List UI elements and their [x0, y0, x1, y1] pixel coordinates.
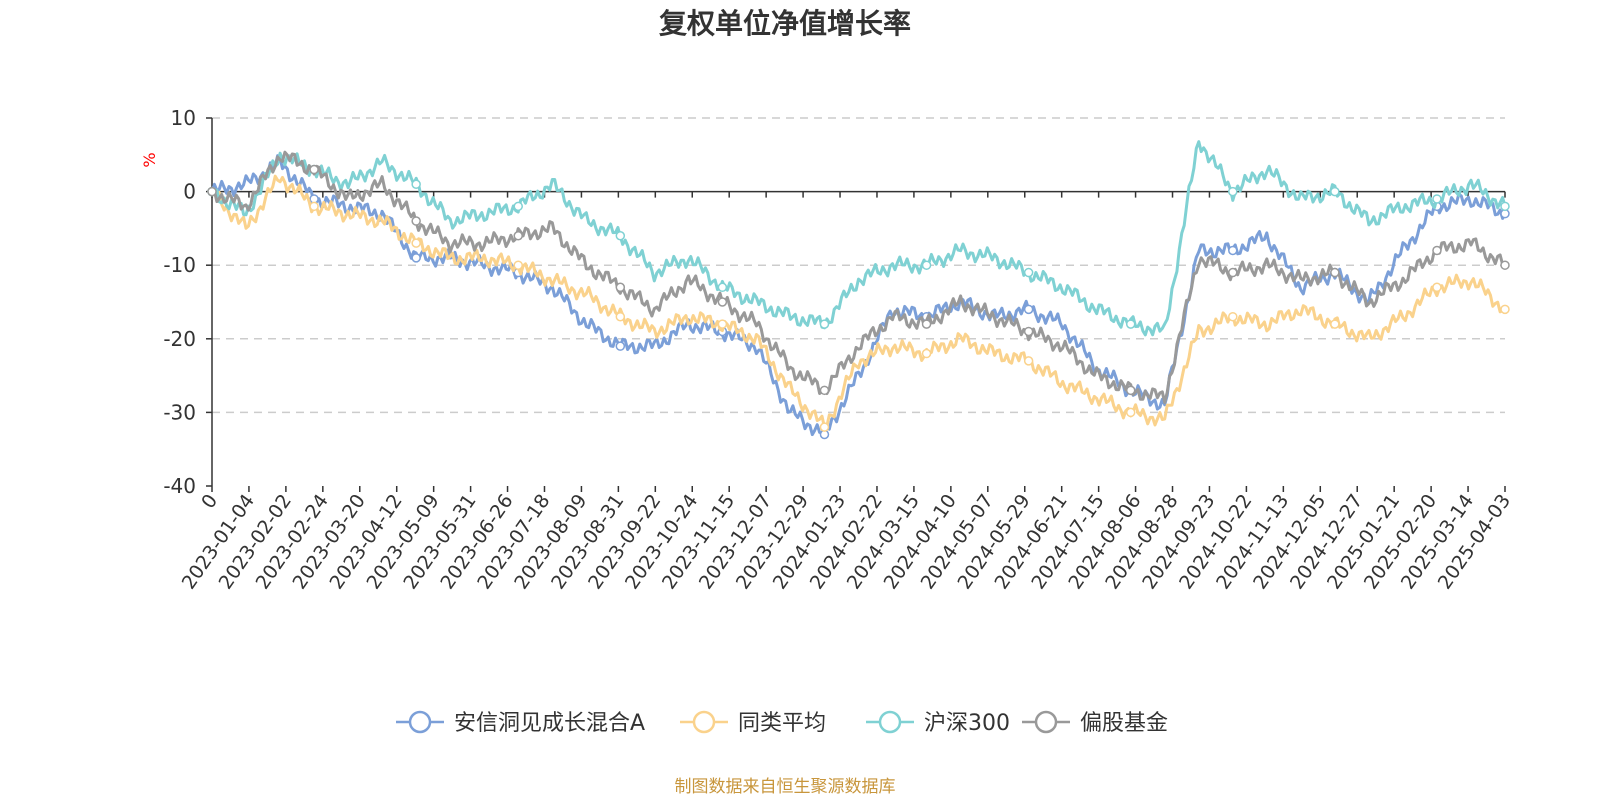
- y-axis-ticks: 10 0 -10 -20 -30 -40: [163, 106, 1505, 498]
- y-tick-label: -30: [163, 400, 196, 424]
- legend-swatch-marker: [408, 710, 432, 734]
- series-line: [211, 140, 1507, 337]
- series-marker: [717, 319, 728, 329]
- series-marker: [1330, 267, 1340, 278]
- legend-label: 同类平均: [738, 711, 826, 736]
- series-marker: [615, 231, 626, 241]
- series-marker: [411, 253, 421, 263]
- series-marker: [207, 186, 217, 197]
- series-marker: [411, 238, 421, 248]
- series-marker: [819, 422, 830, 432]
- series-marker: [1228, 245, 1238, 256]
- series-marker: [1228, 186, 1238, 197]
- legend-item[interactable]: 同类平均: [680, 710, 826, 736]
- series-marker: [1228, 267, 1238, 278]
- series-marker: [1125, 385, 1136, 396]
- series-line: [210, 154, 1507, 437]
- series-marker: [1500, 201, 1510, 212]
- series-marker: [309, 201, 319, 212]
- series-marker: [411, 179, 421, 189]
- series-marker: [819, 385, 830, 396]
- series-marker: [615, 282, 626, 293]
- legend-swatch-marker: [1034, 710, 1058, 734]
- series-marker: [1023, 304, 1034, 315]
- series-marker: [819, 319, 830, 329]
- legend-label: 偏股基金: [1080, 711, 1168, 736]
- legend-label: 安信洞见成长混合A: [454, 711, 645, 736]
- series-lines: [207, 140, 1510, 440]
- x-tick-label: 0: [197, 490, 222, 513]
- legend-swatch-marker: [692, 710, 716, 734]
- series-marker: [615, 341, 626, 351]
- legend-item[interactable]: 沪深300: [866, 710, 1010, 736]
- series-marker: [1330, 186, 1340, 197]
- chart-title: 复权单位净值增长率: [659, 7, 911, 40]
- y-tick-label: -20: [163, 327, 196, 351]
- series-marker: [1023, 326, 1034, 337]
- series-marker: [1228, 311, 1238, 322]
- source-note: 制图数据来自恒生聚源数据库: [675, 777, 896, 797]
- series-marker: [513, 231, 523, 241]
- series-marker: [1330, 319, 1340, 329]
- series-line: [210, 174, 1506, 429]
- series-marker: [615, 311, 626, 322]
- series-marker: [1432, 194, 1442, 204]
- series-marker: [921, 319, 932, 329]
- legend-swatch-marker: [878, 710, 902, 734]
- series-marker: [921, 260, 932, 270]
- series-marker: [921, 348, 932, 359]
- y-tick-label: 10: [171, 106, 196, 130]
- legend-item[interactable]: 偏股基金: [1022, 710, 1168, 736]
- y-tick-label: -10: [163, 253, 196, 277]
- series-marker: [1432, 282, 1442, 293]
- legend: 安信洞见成长混合A 同类平均 沪深300 偏股基金: [396, 710, 1168, 736]
- legend-label: 沪深300: [924, 711, 1010, 736]
- series-marker: [717, 282, 728, 293]
- series-marker: [1432, 245, 1442, 256]
- y-axis-unit: %: [140, 152, 159, 167]
- series-marker: [513, 260, 523, 270]
- series-marker: [1125, 407, 1136, 418]
- legend-item[interactable]: 安信洞见成长混合A: [396, 710, 645, 736]
- series-marker: [1125, 319, 1136, 329]
- series-marker: [309, 164, 319, 175]
- series-line: [211, 150, 1506, 405]
- y-tick-label: 0: [183, 180, 196, 204]
- series-marker: [717, 297, 728, 307]
- y-tick-label: -40: [163, 474, 196, 498]
- series-marker: [513, 201, 523, 212]
- series-marker: [1023, 267, 1034, 278]
- series-marker: [1023, 356, 1034, 366]
- series-marker: [1500, 304, 1510, 315]
- series-marker: [1500, 260, 1510, 270]
- grid-lines: [212, 117, 1505, 414]
- series-marker: [411, 216, 421, 226]
